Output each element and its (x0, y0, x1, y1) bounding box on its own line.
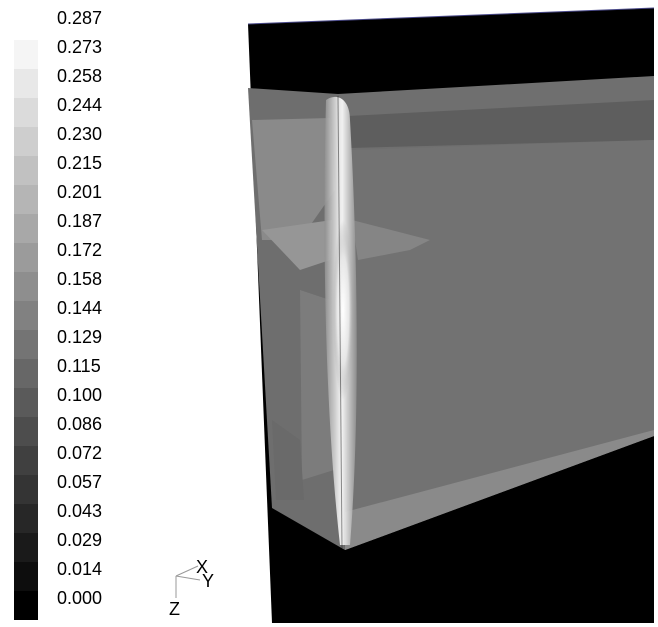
legend-tick-label: 0.287 (57, 8, 103, 28)
legend-swatch (14, 591, 38, 620)
legend-swatch (14, 98, 38, 127)
legend-swatch (14, 243, 38, 272)
legend-swatch (14, 359, 38, 388)
legend-swatch (14, 156, 38, 185)
legend-swatch (14, 69, 38, 98)
legend-swatch (14, 40, 38, 69)
legend-tick-label: 0.273 (57, 37, 103, 57)
legend-swatch (14, 475, 38, 504)
legend-tick-label: 0.086 (57, 414, 103, 434)
legend-tick-label: 0.000 (57, 588, 103, 608)
z-axis-label: Z (169, 599, 180, 619)
legend-tick-label: 0.043 (57, 501, 103, 521)
legend-swatch (14, 533, 38, 562)
legend-swatch (14, 504, 38, 533)
legend-tick-label: 0.072 (57, 443, 103, 463)
legend-tick-label: 0.215 (57, 153, 103, 173)
legend-swatch (14, 417, 38, 446)
legend-tick-label: 0.057 (57, 472, 103, 492)
slab-left-face (248, 88, 345, 550)
plume (324, 95, 357, 549)
legend-tick-label: 0.014 (57, 559, 103, 579)
legend-tick-label: 0.100 (57, 385, 103, 405)
legend-swatch (14, 214, 38, 243)
legend-swatch (14, 272, 38, 301)
legend-swatch (14, 301, 38, 330)
axis-triad-lines (175, 565, 201, 598)
legend-tick-label: 0.230 (57, 124, 103, 144)
legend-swatch (14, 562, 38, 591)
y-axis-label: Y (202, 571, 215, 591)
legend-tick-label: 0.187 (57, 211, 103, 231)
legend-tick-label: 0.244 (57, 95, 103, 115)
color-legend: 0.287 0.273 0.258 0.244 0.230 0.215 0.201 0.187… (0, 0, 200, 623)
legend-swatch (14, 446, 38, 475)
legend-tick-label: 0.144 (57, 298, 103, 318)
legend-tick-label: 0.172 (57, 240, 103, 260)
legend-tick-label: 0.129 (57, 327, 103, 347)
legend-tick-label: 0.158 (57, 269, 103, 289)
legend-tick-label: 0.201 (57, 182, 103, 202)
slab-front-face (338, 76, 654, 550)
legend-swatch (14, 185, 38, 214)
axis-triad: X Y Z (164, 552, 224, 622)
legend-swatch (14, 127, 38, 156)
x-axis-label: X (196, 557, 209, 577)
legend-tick-label: 0.029 (57, 530, 103, 550)
legend-tick-label: 0.258 (57, 66, 103, 86)
legend-swatch (14, 388, 38, 417)
outer-block (247, 7, 655, 623)
legend-tick-label: 0.115 (57, 356, 101, 376)
legend-swatch (14, 330, 38, 359)
